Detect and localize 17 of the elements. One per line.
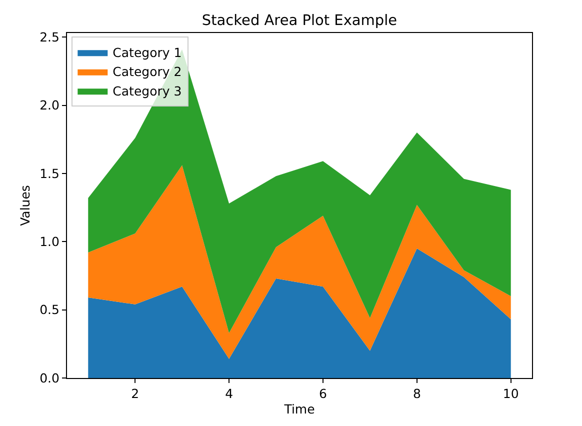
y-tick-label: 2.5	[40, 29, 60, 44]
x-tick-label: 8	[412, 386, 421, 401]
legend-label: Category 1	[112, 44, 182, 60]
x-tick-label: 10	[502, 386, 519, 401]
y-tick-label: 0.0	[40, 370, 60, 386]
x-tick-label: 4	[225, 386, 234, 401]
x-axis-title: Time	[283, 401, 316, 416]
y-tick-label: 0.5	[40, 302, 60, 318]
x-tick-label: 6	[319, 386, 328, 401]
y-tick-label: 2.0	[40, 98, 60, 113]
legend-label: Category 3	[112, 83, 182, 98]
y-tick-label: 1.5	[40, 166, 60, 181]
legend-label: Category 2	[112, 64, 182, 80]
y-tick-label: 1.0	[40, 234, 60, 250]
x-tick-label: 2	[131, 386, 140, 401]
chart-title: Stacked Area Plot Example	[202, 13, 398, 30]
y-axis-title: Values	[18, 185, 33, 226]
